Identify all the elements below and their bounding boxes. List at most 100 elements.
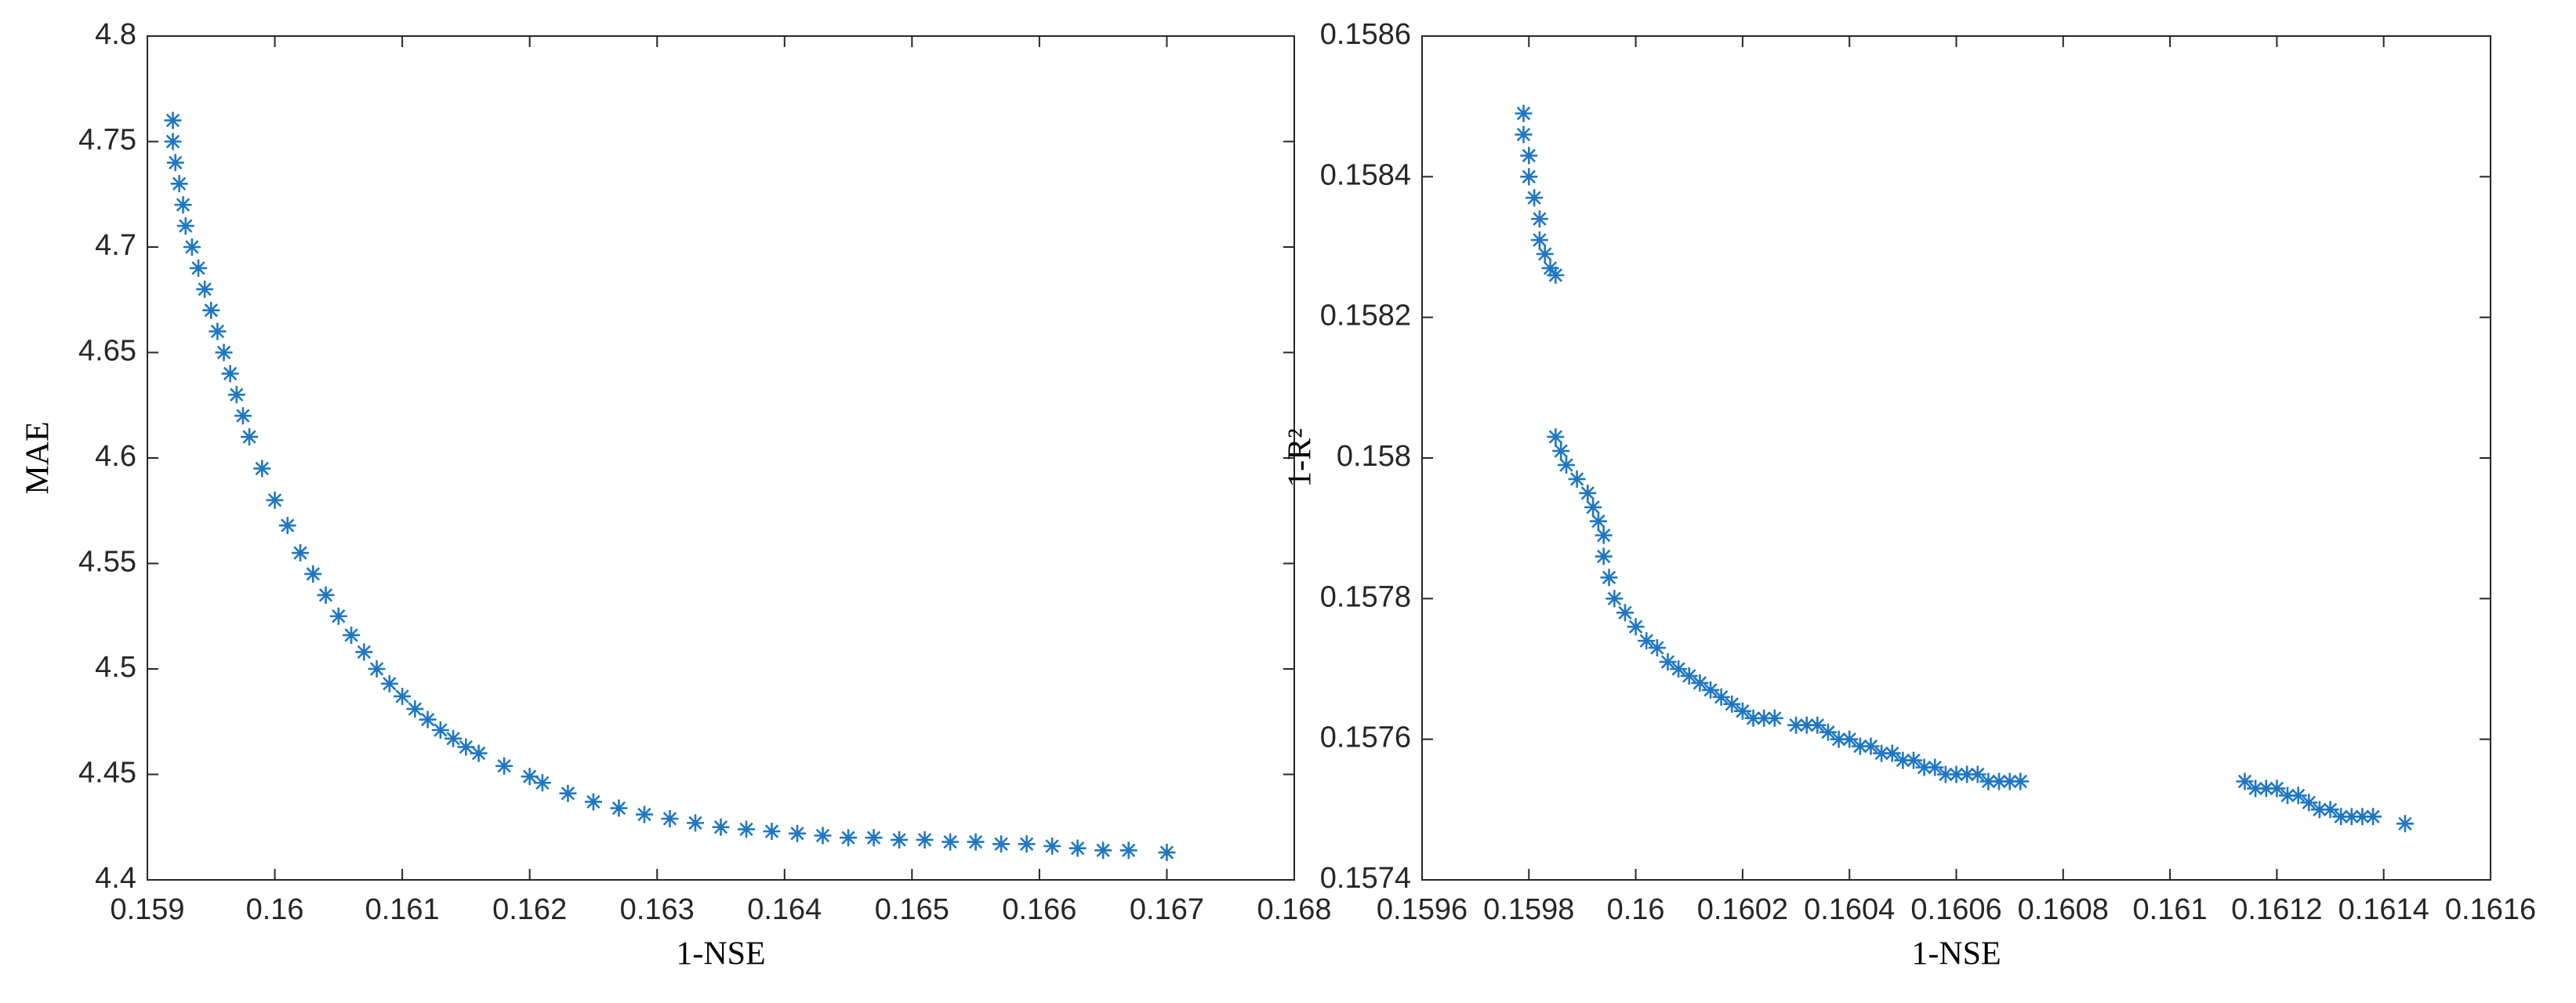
point [221,365,239,383]
x-tick-label: 0.159 [110,893,184,926]
point [1605,590,1624,608]
point [1904,751,1922,769]
point [394,687,412,705]
point [635,805,653,823]
point [1723,695,1741,713]
point [2257,780,2275,798]
point [521,768,539,786]
point [1809,716,1827,734]
y-tick-label: 4.6 [95,440,136,473]
point [1670,660,1688,678]
point [2342,808,2360,826]
x-tick-label: 0.1606 [1910,893,2001,926]
point [2353,808,2371,826]
point [495,757,513,775]
point [2364,808,2382,826]
point [343,626,361,644]
point [2279,787,2297,805]
point [1830,730,1848,748]
y-tick-label: 4.4 [95,862,136,895]
y-tick-label: 4.5 [95,651,136,684]
x-tick-label: 0.167 [1130,893,1204,926]
y-axis-label: 1-R² [1283,428,1319,488]
point [789,824,807,842]
point [1600,569,1618,587]
x-tick-label: 0.168 [1257,893,1331,926]
point [533,774,551,792]
point [266,491,284,509]
x-tick-label: 0.1596 [1377,893,1468,926]
point [1568,470,1586,488]
point [190,259,208,277]
x-tick-label: 0.164 [747,893,822,926]
point [1547,266,1565,284]
point [183,238,201,256]
point [1094,841,1112,859]
point [329,607,347,625]
point [1765,709,1783,727]
x-tick-label: 0.1604 [1804,893,1895,926]
point [470,744,488,762]
point [444,729,463,747]
y-tick-label: 4.45 [78,757,136,790]
point [1851,737,1869,755]
x-tick-label: 0.166 [1002,893,1076,926]
point [1947,765,1965,783]
point [2310,801,2328,819]
y-tick-label: 4.65 [78,335,136,368]
point [865,829,883,847]
y-tick-label: 0.158 [1337,440,1411,473]
x-tick-label: 0.1598 [1483,893,1574,926]
point [176,217,194,235]
point [1627,618,1645,636]
point [2332,808,2350,826]
point [840,829,858,847]
plot-area [147,35,1295,881]
point [1862,737,1880,755]
point [1798,716,1816,734]
point [1530,231,1548,249]
point [1520,168,1538,186]
point [1541,259,1559,277]
point [1638,632,1656,650]
x-tick-label: 0.163 [620,893,695,926]
point [1558,456,1576,474]
point [1520,147,1538,165]
point [1536,245,1554,263]
point [234,407,252,425]
point [891,830,909,849]
point [196,280,214,298]
point [1744,709,1762,727]
point [1894,751,1912,769]
point [1990,772,2008,790]
point [1873,744,1891,762]
point [610,799,628,817]
y-tick-label: 0.1586 [1320,18,1411,51]
point [368,660,386,678]
point [164,133,182,151]
point [457,738,475,756]
x-tick-label: 0.1614 [2338,893,2429,926]
point [712,818,730,836]
point [166,154,184,172]
point [380,674,398,692]
point [2012,772,2030,790]
point [1552,442,1570,460]
x-tick-label: 0.16 [246,893,304,926]
point [1926,758,1944,776]
point [1680,667,1698,685]
point [419,710,437,729]
point [2236,772,2254,790]
point [227,386,245,404]
point [1589,512,1607,530]
point [1068,839,1087,857]
point [1691,674,1709,692]
plot-area [1421,35,2491,881]
point [738,820,756,838]
point [2396,815,2414,833]
point [1979,772,1997,790]
point [763,823,781,841]
point [2001,772,2019,790]
y-tick-label: 0.1576 [1320,721,1411,754]
point [1547,428,1565,446]
